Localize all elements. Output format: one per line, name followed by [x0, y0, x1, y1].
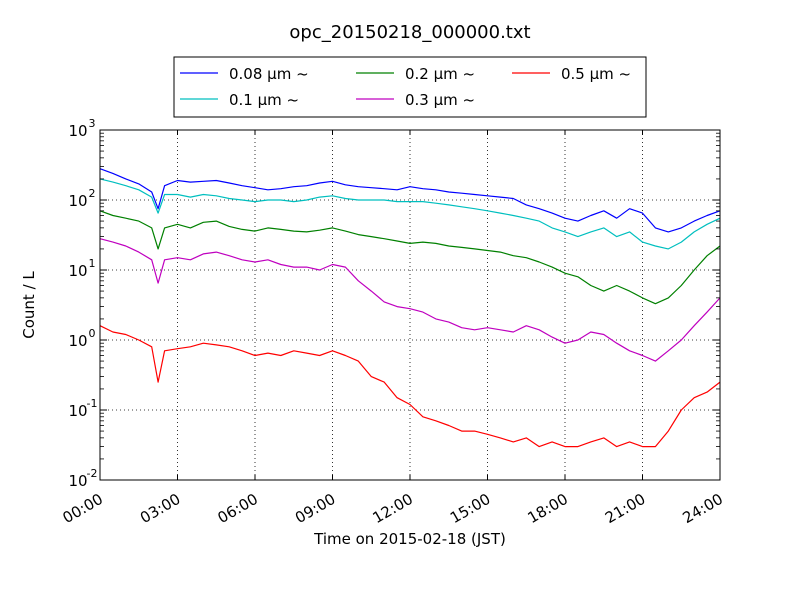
y-tick-exponent: 3	[89, 117, 96, 130]
legend-frame	[173, 56, 647, 118]
y-tick-label: 10	[68, 122, 87, 140]
series-line-0	[99, 168, 721, 233]
y-tick-exponent: -1	[87, 397, 98, 410]
y-tick-label: 10	[68, 332, 87, 350]
y-tick-exponent: -2	[87, 467, 98, 480]
y-tick-label: 10	[68, 402, 87, 420]
x-tick-label: 18:00	[525, 490, 571, 527]
series-line-1	[99, 178, 721, 250]
x-tick-label: 12:00	[370, 490, 416, 527]
y-tick-exponent: 0	[89, 327, 96, 340]
legend-label: 0.3 μm ~	[405, 91, 475, 109]
x-tick-label: 03:00	[137, 490, 183, 527]
series-line-4	[99, 325, 721, 448]
x-tick-label: 06:00	[215, 490, 261, 527]
legend-label: 0.08 μm ~	[229, 65, 309, 83]
legend-label: 0.2 μm ~	[405, 65, 475, 83]
y-tick-label: 10	[68, 472, 87, 490]
plot-frame	[100, 130, 720, 480]
legend-label: 0.1 μm ~	[229, 91, 299, 109]
y-tick-label: 10	[68, 192, 87, 210]
series-line-3	[99, 238, 721, 362]
plot-area	[99, 129, 721, 481]
legend: 0.08 μm ~ 0.1 μm ~ 0.2 μm ~ 0.3 μm ~ 0.5 μm …	[173, 56, 647, 118]
chart-title: opc_20150218_000000.txt	[289, 22, 530, 43]
y-axis-title: Count / L	[20, 271, 38, 339]
y-tick-exponent: 1	[89, 257, 96, 270]
legend-label: 0.5 μm ~	[561, 65, 631, 83]
x-tick-label: 24:00	[680, 490, 726, 527]
y-tick-label: 10	[68, 262, 87, 280]
x-axis-title: Time on 2015-02-18 (JST)	[313, 530, 506, 548]
x-tick-label: 15:00	[447, 490, 493, 527]
x-tick-label: 00:00	[60, 490, 106, 527]
y-tick-exponent: 2	[89, 187, 96, 200]
series-line-2	[99, 210, 721, 305]
x-tick-label: 09:00	[292, 490, 338, 527]
x-tick-label: 21:00	[602, 490, 648, 527]
